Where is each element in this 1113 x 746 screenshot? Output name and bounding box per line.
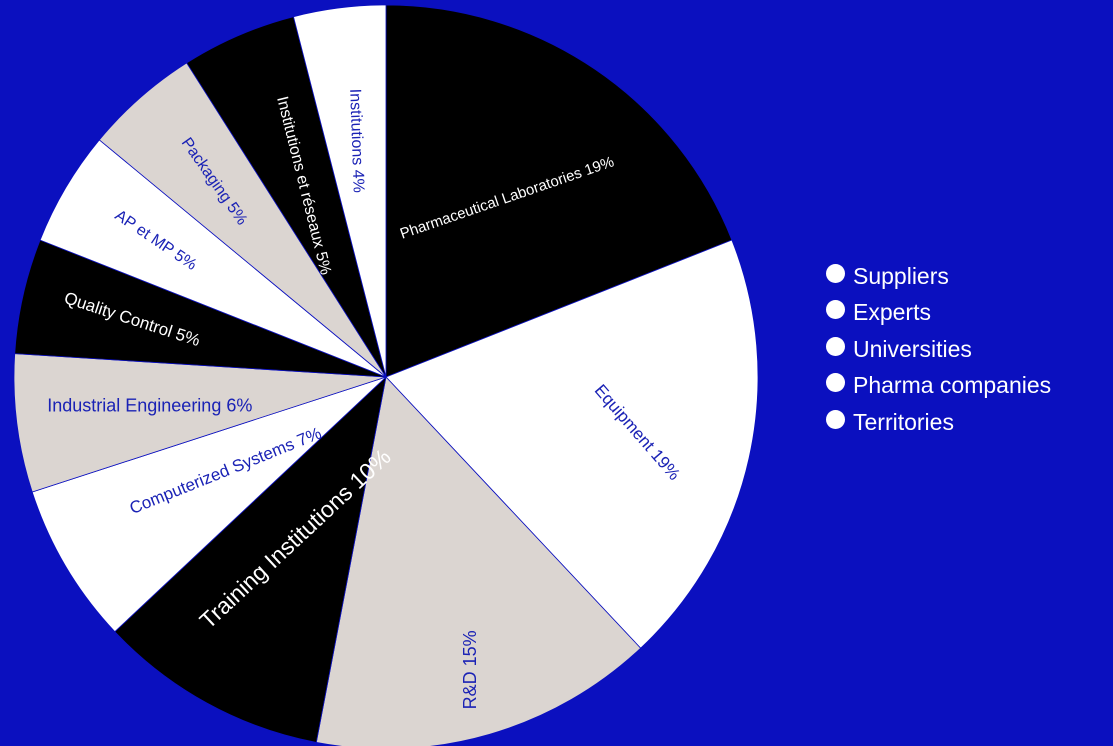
legend-label: Experts xyxy=(853,299,931,326)
legend-label: Pharma companies xyxy=(853,372,1052,399)
slice-label: Industrial Engineering 6% xyxy=(47,396,252,416)
pie-slice xyxy=(31,376,387,633)
legend: Suppliers Experts Universities Pharma co… xyxy=(826,258,1051,441)
legend-bullet-icon xyxy=(826,373,845,393)
legend-bullet-icon xyxy=(826,300,845,320)
pie-slice xyxy=(114,375,387,743)
legend-item: Experts xyxy=(826,295,1051,332)
legend-item: Suppliers xyxy=(826,258,1051,295)
pie-slice xyxy=(385,4,733,378)
pie-slice xyxy=(293,4,387,378)
legend-label: Territories xyxy=(853,408,954,435)
legend-label: Universities xyxy=(853,335,972,362)
legend-bullet-icon xyxy=(826,409,845,429)
pie-slice xyxy=(385,239,759,649)
slice-label: Institutions 4% xyxy=(346,88,367,193)
legend-item: Pharma companies xyxy=(826,368,1051,405)
pie-slice xyxy=(13,353,387,493)
legend-item: Universities xyxy=(826,331,1051,368)
legend-item: Territories xyxy=(826,404,1051,441)
slice-label: R&D 15% xyxy=(460,630,480,709)
pie-slice xyxy=(315,376,642,746)
legend-bullet-icon xyxy=(826,263,845,283)
legend-bullet-icon xyxy=(826,336,845,356)
legend-label: Suppliers xyxy=(853,262,949,289)
